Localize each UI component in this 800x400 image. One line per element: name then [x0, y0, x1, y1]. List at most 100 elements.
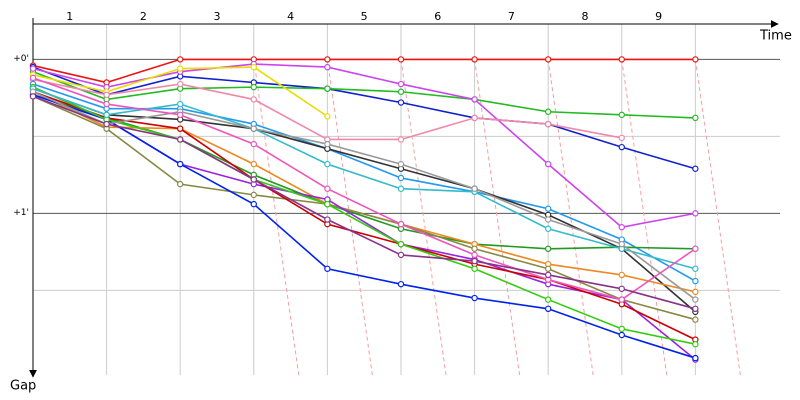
- point: [692, 277, 699, 285]
- point: [176, 65, 184, 72]
- point: [618, 134, 625, 142]
- series-line: [32, 66, 696, 170]
- x-axis-label: Time: [759, 29, 792, 44]
- series-line: [32, 77, 696, 301]
- point: [397, 251, 405, 259]
- point: [544, 245, 552, 252]
- point: [471, 251, 478, 259]
- point: [692, 245, 699, 252]
- point: [176, 136, 184, 143]
- point: [324, 185, 331, 192]
- series-line: [32, 95, 696, 321]
- point: [250, 140, 257, 148]
- lap-dash: [474, 59, 521, 376]
- point: [176, 160, 184, 168]
- point: [618, 143, 625, 151]
- point: [544, 205, 552, 212]
- point: [397, 88, 405, 95]
- point: [250, 200, 257, 208]
- point: [544, 108, 552, 115]
- point: [618, 111, 625, 119]
- point: [397, 280, 405, 288]
- point: [250, 125, 257, 132]
- x-tick-label: 4: [287, 10, 294, 23]
- point: [250, 96, 257, 103]
- x-tick-label: 9: [655, 10, 662, 23]
- point: [618, 271, 625, 279]
- lap-dash: [253, 59, 300, 376]
- point: [397, 56, 405, 63]
- point: [471, 294, 478, 302]
- series-line: [32, 90, 696, 341]
- point: [250, 63, 257, 71]
- point: [29, 74, 37, 82]
- point: [397, 80, 405, 88]
- point: [544, 56, 552, 63]
- point: [324, 85, 331, 92]
- point: [544, 296, 552, 303]
- x-tick-label: 2: [140, 10, 147, 23]
- point: [324, 63, 331, 71]
- point: [618, 296, 625, 303]
- point: [471, 257, 478, 265]
- series-line: [32, 58, 696, 84]
- series-line: [32, 94, 696, 359]
- point: [544, 216, 552, 223]
- series-line: [32, 70, 696, 119]
- point: [324, 200, 331, 208]
- series-line: [32, 86, 696, 345]
- point: [397, 174, 405, 182]
- lap-dash: [694, 59, 741, 376]
- point: [618, 331, 625, 339]
- point: [692, 210, 699, 217]
- x-tick-label: 8: [581, 10, 588, 23]
- point: [103, 120, 110, 128]
- point: [471, 265, 478, 272]
- point: [29, 93, 37, 100]
- point: [544, 305, 552, 313]
- point: [397, 240, 405, 248]
- point: [692, 296, 699, 303]
- y-axis-label: Gap: [10, 379, 36, 394]
- point: [103, 91, 110, 99]
- point: [618, 240, 625, 248]
- point: [103, 111, 110, 119]
- point: [397, 185, 405, 192]
- point: [324, 56, 331, 63]
- x-tick-label: 7: [508, 10, 515, 23]
- series-line: [32, 95, 696, 310]
- point: [324, 113, 331, 120]
- point: [692, 56, 699, 63]
- point: [176, 180, 184, 188]
- point: [176, 125, 184, 132]
- point: [544, 120, 552, 128]
- point: [397, 99, 405, 106]
- point: [471, 245, 478, 252]
- point: [544, 225, 552, 232]
- point: [397, 220, 405, 228]
- point: [176, 111, 184, 119]
- point: [471, 56, 478, 63]
- point: [176, 80, 184, 88]
- point: [692, 354, 699, 362]
- point: [250, 191, 257, 199]
- point: [29, 65, 37, 72]
- point: [618, 325, 625, 333]
- point: [692, 341, 699, 348]
- x-tick-label: 3: [213, 10, 220, 23]
- point: [692, 165, 699, 172]
- point: [471, 96, 478, 103]
- point: [692, 114, 699, 122]
- y-tick-label: +0': [13, 54, 29, 64]
- point: [471, 114, 478, 122]
- point: [618, 224, 625, 231]
- point: [544, 271, 552, 279]
- point: [250, 83, 257, 91]
- point: [176, 56, 184, 63]
- point: [692, 265, 699, 272]
- point: [103, 100, 110, 108]
- point: [324, 216, 331, 223]
- point: [544, 160, 552, 168]
- x-tick-label: 5: [361, 10, 368, 23]
